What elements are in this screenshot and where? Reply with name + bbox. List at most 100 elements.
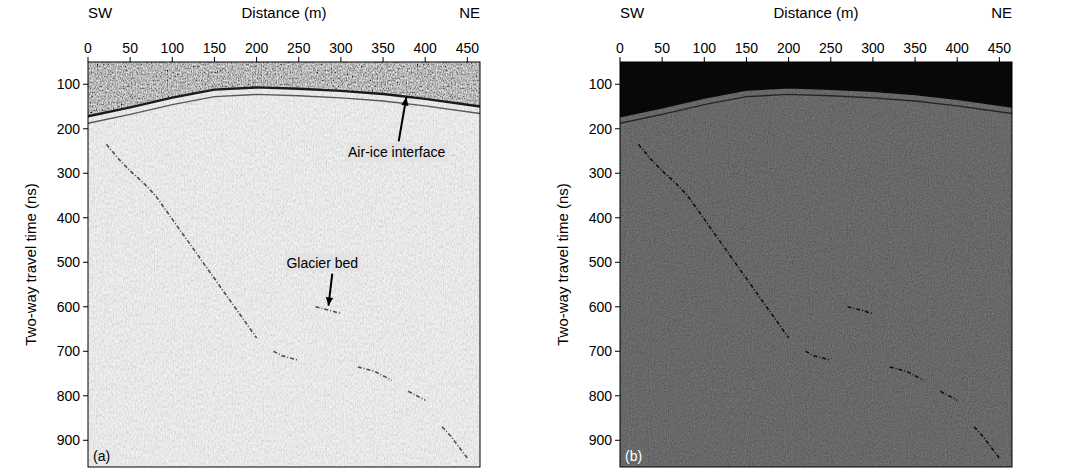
x-tick-label: 250: [287, 40, 311, 56]
surface-reflection: [88, 87, 480, 116]
plot-area: [88, 62, 480, 467]
x-tick: [915, 57, 916, 62]
bed-reflection: [639, 144, 1000, 458]
x-tick: [214, 57, 215, 62]
x-axis-title: Distance (m): [773, 4, 858, 21]
y-axis-title: Two-way travel time (ns): [554, 183, 571, 346]
plot-frame: [88, 62, 480, 467]
y-tick: [83, 173, 88, 174]
y-tick-label: 300: [589, 165, 613, 181]
x-tick-label: 450: [456, 40, 480, 56]
y-tick-label: 100: [57, 76, 81, 92]
x-tick-label: 100: [161, 40, 185, 56]
y-tick-label: 500: [57, 254, 81, 270]
y-tick: [615, 128, 620, 129]
annotation-label: Air-ice interface: [348, 144, 445, 160]
x-tick: [88, 57, 89, 62]
y-tick: [83, 306, 88, 307]
y-tick-label: 400: [57, 210, 81, 226]
x-tick-label: 0: [84, 40, 92, 56]
x-tick: [999, 57, 1000, 62]
noise-texture: [88, 62, 480, 467]
x-tick: [788, 57, 789, 62]
panel-label: (a): [93, 448, 110, 464]
arrow-head: [401, 97, 408, 106]
x-tick: [746, 57, 747, 62]
direction-label: NE: [459, 4, 480, 21]
x-tick-label: 400: [946, 40, 970, 56]
y-tick-label: 300: [57, 165, 81, 181]
label-patch: [284, 254, 360, 272]
plot-ground: [620, 62, 1012, 467]
y-tick: [615, 84, 620, 85]
x-tick-label: 350: [371, 40, 395, 56]
surface-echo: [88, 94, 480, 123]
x-tick-label: 150: [203, 40, 227, 56]
x-tick: [172, 57, 173, 62]
x-tick: [256, 57, 257, 62]
x-tick-label: 50: [654, 40, 670, 56]
surface-echo: [620, 94, 1012, 123]
x-tick: [467, 57, 468, 62]
y-tick: [83, 395, 88, 396]
y-tick-label: 100: [589, 76, 613, 92]
y-tick-label: 600: [57, 299, 81, 315]
y-tick: [83, 84, 88, 85]
direction-label: SW: [620, 4, 645, 21]
x-tick-label: 300: [329, 40, 353, 56]
x-tick: [340, 57, 341, 62]
x-tick-label: 50: [122, 40, 138, 56]
y-tick: [615, 440, 620, 441]
direction-label: NE: [991, 4, 1012, 21]
label-patch: [346, 143, 447, 161]
plot-frame: [620, 62, 1012, 467]
panel: 0 50 100 150 200 250 300 350 400 450 100 200 300 400 5…: [22, 4, 480, 467]
x-tick-label: 400: [414, 40, 438, 56]
x-tick: [872, 57, 873, 62]
x-tick: [383, 57, 384, 62]
x-tick-label: 200: [245, 40, 269, 56]
y-tick-label: 800: [57, 388, 81, 404]
bed-reflection: [107, 144, 468, 458]
x-tick: [298, 57, 299, 62]
x-tick-label: 100: [693, 40, 717, 56]
y-tick: [83, 440, 88, 441]
y-tick-label: 900: [589, 432, 613, 448]
y-tick: [615, 217, 620, 218]
noise-texture: [620, 62, 1012, 467]
x-tick-label: 250: [819, 40, 843, 56]
y-tick: [615, 351, 620, 352]
plot-area: [620, 62, 1012, 467]
annotation-label: Glacier bed: [286, 255, 358, 271]
y-tick: [615, 262, 620, 263]
x-tick-label: 0: [616, 40, 624, 56]
direction-label: SW: [88, 4, 113, 21]
y-tick: [83, 351, 88, 352]
y-tick-label: 200: [589, 121, 613, 137]
y-tick-label: 200: [57, 121, 81, 137]
x-tick: [704, 57, 705, 62]
x-tick: [425, 57, 426, 62]
air-region: [620, 62, 1012, 116]
y-tick: [83, 262, 88, 263]
y-tick-label: 700: [57, 343, 81, 359]
x-tick: [957, 57, 958, 62]
x-tick-label: 350: [903, 40, 927, 56]
y-tick: [83, 217, 88, 218]
panel: 0501001502002503003504004501002003004005…: [554, 4, 1012, 467]
y-tick: [83, 128, 88, 129]
panel-label: (b): [625, 448, 642, 464]
x-tick: [620, 57, 621, 62]
arrow-head: [326, 297, 333, 306]
x-tick-label: 300: [861, 40, 885, 56]
y-tick: [615, 395, 620, 396]
figure: 0 50 100 150 200 250 300 350 400 450 100 200 300 400 5…: [0, 0, 1067, 473]
x-tick-label: 150: [735, 40, 759, 56]
x-tick: [130, 57, 131, 62]
surface-reflection: [620, 87, 1012, 116]
y-tick: [615, 173, 620, 174]
x-tick: [662, 57, 663, 62]
air-noise: [88, 62, 480, 467]
x-axis-title: Distance (m): [241, 4, 326, 21]
y-tick-label: 400: [589, 210, 613, 226]
